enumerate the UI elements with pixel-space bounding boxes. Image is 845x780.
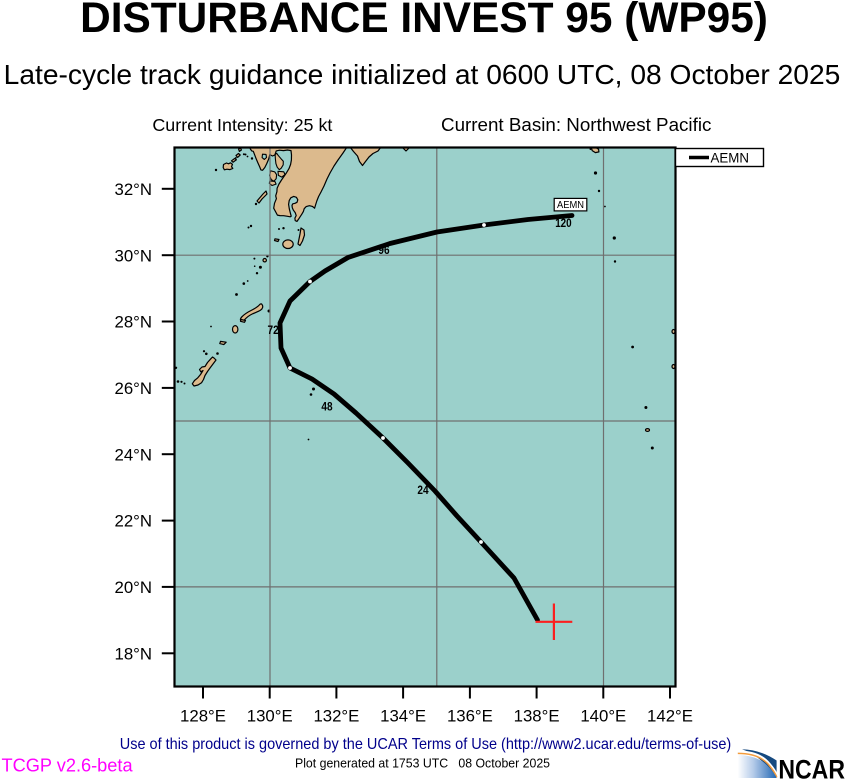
svg-text:Current Basin: Northwest Pacif: Current Basin: Northwest Pacific [441, 114, 711, 135]
svg-text:96: 96 [378, 243, 389, 257]
svg-text:Current Intensity: 25 kt: Current Intensity: 25 kt [152, 115, 332, 135]
svg-text:TCGP v2.6-beta: TCGP v2.6-beta [2, 756, 134, 776]
svg-text:NCAR: NCAR [778, 755, 845, 780]
svg-text:18°N: 18°N [115, 644, 153, 663]
svg-text:130°E: 130°E [247, 706, 293, 725]
svg-text:AEMN: AEMN [711, 150, 750, 165]
svg-text:128°E: 128°E [180, 706, 226, 725]
svg-text:120: 120 [555, 216, 572, 230]
svg-text:26°N: 26°N [115, 379, 153, 398]
svg-text:138°E: 138°E [514, 706, 560, 725]
svg-text:20°N: 20°N [115, 578, 153, 597]
svg-text:140°E: 140°E [580, 706, 626, 725]
svg-text:Late-cycle track guidance init: Late-cycle track guidance initialized at… [4, 58, 841, 90]
svg-text:136°E: 136°E [447, 706, 493, 725]
svg-text:AEMN: AEMN [557, 200, 584, 211]
svg-text:28°N: 28°N [115, 313, 153, 332]
svg-text:22°N: 22°N [115, 512, 153, 531]
svg-text:Use of this product is governe: Use of this product is governed by the U… [120, 736, 732, 753]
svg-text:30°N: 30°N [115, 246, 153, 265]
svg-text:142°E: 142°E [647, 706, 693, 725]
svg-text:132°E: 132°E [313, 706, 359, 725]
svg-text:24: 24 [417, 483, 428, 497]
svg-text:48: 48 [321, 399, 332, 413]
svg-text:134°E: 134°E [380, 706, 426, 725]
svg-text:Plot generated at 1753 UTC 0: Plot generated at 1753 UTC 08 October 20… [295, 756, 550, 771]
svg-text:24°N: 24°N [115, 445, 153, 464]
svg-text:32°N: 32°N [115, 180, 153, 199]
svg-text:72: 72 [268, 323, 279, 337]
svg-text:DISTURBANCE INVEST 95 (WP95): DISTURBANCE INVEST 95 (WP95) [80, 0, 768, 41]
